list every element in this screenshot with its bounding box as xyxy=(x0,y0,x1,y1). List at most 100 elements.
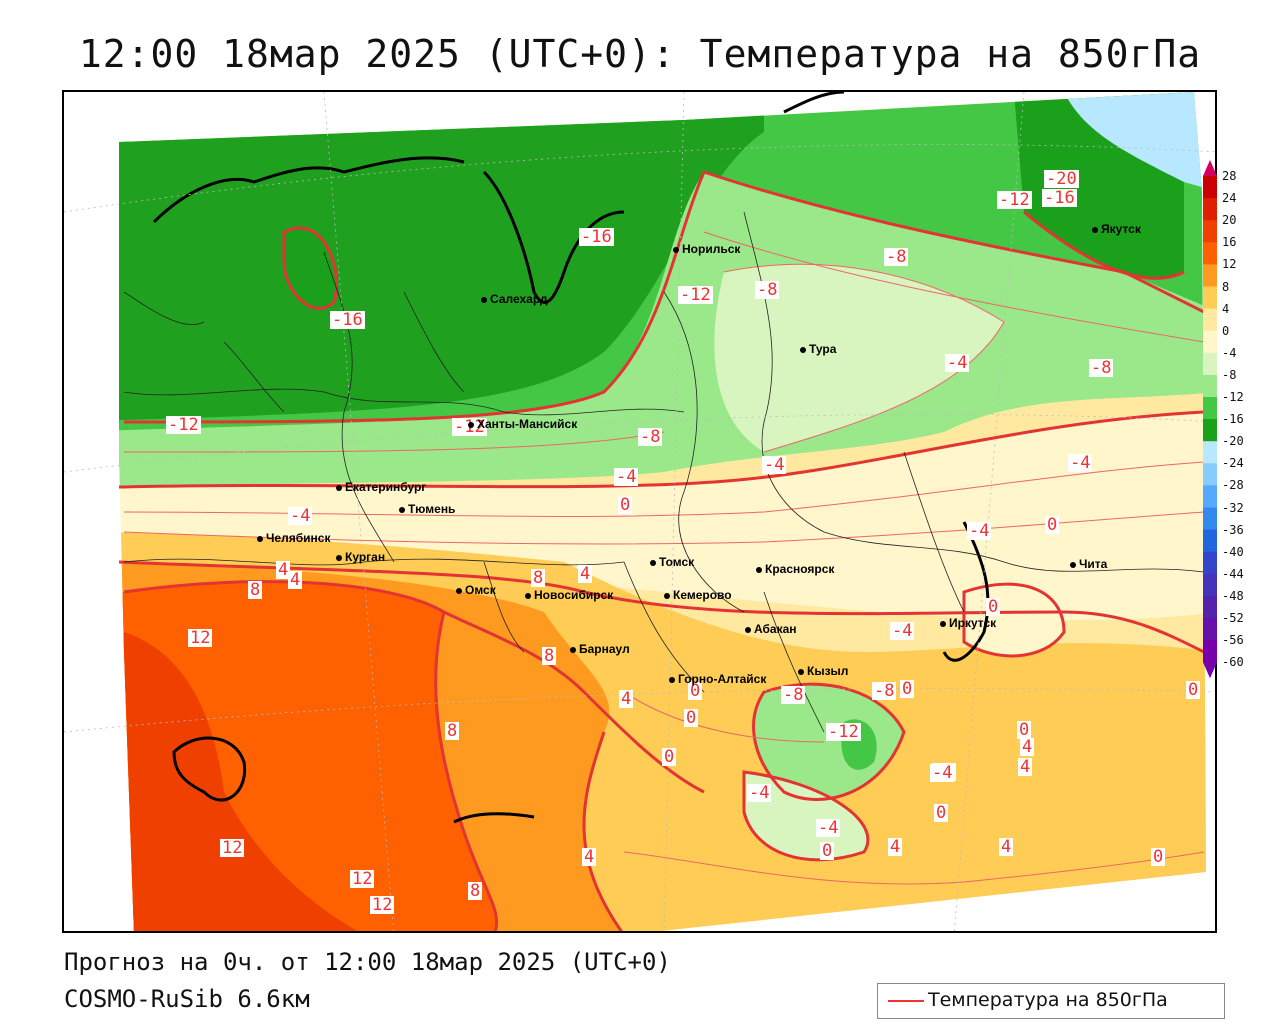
colorbar-swatch xyxy=(1203,286,1217,310)
line-legend: Температура на 850гПа xyxy=(877,983,1225,1019)
city-name: Новосибирск xyxy=(534,588,614,602)
city-dot-icon xyxy=(481,296,487,303)
colorbar-tick-label: -20 xyxy=(1222,434,1244,449)
contour-label: 4 xyxy=(578,564,593,584)
colorbar-swatch xyxy=(1203,419,1217,442)
contour-label: 8 xyxy=(542,646,557,666)
city-marker: Салехард xyxy=(481,292,547,306)
contour-label: 0 xyxy=(1045,515,1060,535)
colorbar-tick-label: -44 xyxy=(1222,566,1244,581)
colorbar-tick-label: 20 xyxy=(1222,213,1237,228)
temperature-fill xyxy=(119,92,1206,931)
city-name: Тура xyxy=(809,342,837,356)
city-marker: Кемерово xyxy=(664,588,732,602)
colorbar-tick-label: -28 xyxy=(1222,478,1244,493)
city-name: Кызыл xyxy=(807,664,849,678)
city-name: Красноярск xyxy=(765,562,835,576)
city-dot-icon xyxy=(468,421,474,428)
colorbar-swatch xyxy=(1203,330,1217,354)
contour-label: 4 xyxy=(619,689,634,709)
city-marker: Томск xyxy=(650,555,694,569)
contour-label: -4 xyxy=(1068,453,1093,473)
colorbar-swatch xyxy=(1203,374,1217,398)
contour-label: -16 xyxy=(579,227,614,247)
city-dot-icon xyxy=(745,626,751,633)
contour-label: 4 xyxy=(288,570,303,590)
contour-label: 0 xyxy=(618,495,633,515)
contour-label: 4 xyxy=(999,837,1014,857)
contour-label: -4 xyxy=(890,621,915,641)
colorbar-tick-label: -16 xyxy=(1222,412,1244,427)
contour-label: -8 xyxy=(781,685,806,705)
city-marker: Чита xyxy=(1070,557,1107,571)
city-name: Барнаул xyxy=(579,642,630,656)
city-name: Абакан xyxy=(754,622,797,636)
city-marker: Новосибирск xyxy=(525,588,613,602)
map-title: 12:00 18мар 2025 (UTC+0): Температура на… xyxy=(78,32,1202,76)
contour-label: 0 xyxy=(934,803,949,823)
colorbar-swatch xyxy=(1203,242,1217,265)
city-marker: Барнаул xyxy=(570,642,630,656)
colorbar-tick-label: -12 xyxy=(1222,390,1244,404)
colorbar-swatch xyxy=(1203,463,1217,486)
contour-label: 12 xyxy=(220,838,245,858)
contour-label: -20 xyxy=(1044,169,1079,189)
contour-label: -4 xyxy=(930,763,955,783)
colorbar-tick-label: 24 xyxy=(1222,191,1237,206)
colorbar-swatch xyxy=(1203,595,1217,619)
city-dot-icon xyxy=(1092,226,1098,233)
city-name: Салехард xyxy=(490,292,548,306)
city-marker: Норильск xyxy=(673,242,740,256)
forecast-info: Прогноз на 0ч. от 12:00 18мар 2025 (UTC+… xyxy=(64,948,671,976)
colorbar-swatch xyxy=(1203,507,1217,531)
city-name: Чита xyxy=(1079,557,1108,571)
colorbar-tick-label: -24 xyxy=(1222,456,1244,471)
city-dot-icon xyxy=(525,592,531,599)
colorbar-top-arrow xyxy=(1203,160,1217,176)
colorbar-swatch xyxy=(1203,176,1217,199)
colorbar-swatch xyxy=(1203,573,1217,597)
city-name: Горно-Алтайск xyxy=(678,672,767,686)
colorbar-swatch xyxy=(1203,640,1217,663)
contour-label: 4 xyxy=(1018,757,1033,777)
contour-label: 0 xyxy=(1186,680,1201,700)
legend-line-swatch xyxy=(888,1000,924,1002)
city-marker: Челябинск xyxy=(257,531,330,545)
city-marker: Якутск xyxy=(1092,222,1141,236)
colorbar-tick-label: -60 xyxy=(1222,655,1244,670)
city-name: Норильск xyxy=(682,242,741,256)
colorbar-swatch xyxy=(1203,551,1217,575)
city-marker: Тюмень xyxy=(399,502,455,516)
contour-label: 4 xyxy=(276,560,291,580)
colorbar-tick-label: 12 xyxy=(1222,257,1237,272)
city-dot-icon xyxy=(673,246,679,253)
contour-label: -8 xyxy=(872,681,897,701)
colorbar-tick-label: -8 xyxy=(1222,367,1237,382)
colorbar-swatch xyxy=(1203,485,1217,508)
city-marker: Курган xyxy=(336,550,385,564)
contour-label: -8 xyxy=(638,427,663,447)
colorbar-swatch xyxy=(1203,352,1217,376)
contour-label: 0 xyxy=(688,681,703,701)
contour-label: -4 xyxy=(614,467,639,487)
colorbar-legend: 28 24 20 16 12 8 4 0 -4 -8 -12 -16 -20 -24 -28 -32 -36 -4… xyxy=(1200,158,1270,688)
colorbar-swatch xyxy=(1203,308,1217,332)
contour-label: 0 xyxy=(820,841,835,861)
contour-label: 4 xyxy=(888,837,903,857)
colorbar-scale xyxy=(1203,160,1217,679)
city-marker: Екатеринбург xyxy=(336,480,426,494)
colorbar-tick-label: -56 xyxy=(1222,633,1244,648)
thin-isotherms xyxy=(123,231,1205,885)
city-dot-icon xyxy=(800,346,806,353)
city-name: Омск xyxy=(465,583,496,597)
city-dot-icon xyxy=(399,506,405,513)
graticule xyxy=(64,92,1215,931)
contour-label: -16 xyxy=(330,310,365,330)
isotherms xyxy=(118,170,1205,931)
temperature-map: -16 -16 -16 -20 -12 -12 -12 -12 -8 -8 -8… xyxy=(62,90,1217,933)
contour-label: 0 xyxy=(1017,720,1032,740)
city-marker: Ханты-Мансийск xyxy=(468,417,577,431)
city-dot-icon xyxy=(650,559,656,566)
contour-label: -4 xyxy=(747,783,772,803)
contour-label: -12 xyxy=(678,285,713,305)
